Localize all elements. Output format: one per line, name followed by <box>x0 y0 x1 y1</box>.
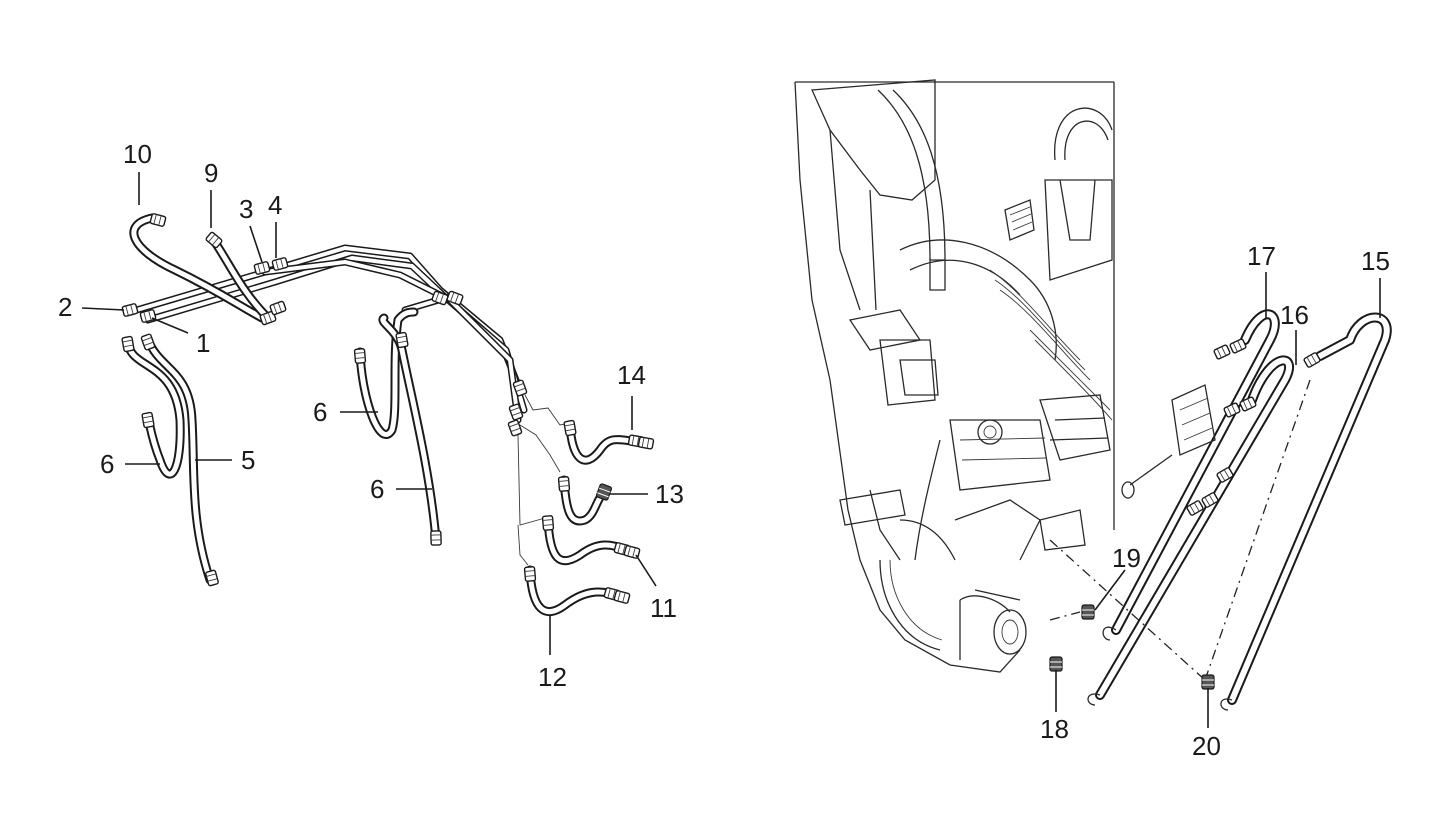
hose-6-left <box>121 335 185 479</box>
callout-17: 17 <box>1247 241 1276 271</box>
callout-6-middle-upper: 6 <box>313 397 327 427</box>
hose-10 <box>129 212 267 323</box>
tractor-rear-view <box>794 79 1115 673</box>
callout-11: 11 <box>650 593 677 623</box>
callout-2: 2 <box>58 292 72 322</box>
right-leaders <box>1055 272 1381 728</box>
callout-10: 10 <box>123 139 152 169</box>
callout-18: 18 <box>1040 714 1069 744</box>
callout-9: 9 <box>204 158 218 188</box>
hose-6-middle <box>353 307 442 546</box>
callout-1: 1 <box>196 328 210 358</box>
coupler-hoses <box>517 394 655 617</box>
callout-19: 19 <box>1112 543 1141 573</box>
left-callout-labels: 10 9 3 4 2 1 6 5 6 6 14 13 11 12 <box>58 139 684 692</box>
left-hose-assembly <box>121 212 655 617</box>
callout-4: 4 <box>268 190 282 220</box>
callout-5: 5 <box>241 445 255 475</box>
callout-14: 14 <box>617 360 646 390</box>
callout-6-middle-lower: 6 <box>370 474 384 504</box>
callout-6-left: 6 <box>100 449 114 479</box>
callout-15: 15 <box>1361 246 1390 276</box>
hose-9 <box>204 230 273 323</box>
left-leaders <box>81 172 657 655</box>
callout-12: 12 <box>538 662 567 692</box>
callout-13: 13 <box>655 479 684 509</box>
callout-3: 3 <box>239 194 253 224</box>
right-callout-labels: 15 17 16 19 18 20 <box>1040 241 1390 761</box>
hose-5 <box>140 333 220 587</box>
callout-20: 20 <box>1192 731 1221 761</box>
right-hoses <box>1049 309 1392 711</box>
callout-16: 16 <box>1280 300 1309 330</box>
